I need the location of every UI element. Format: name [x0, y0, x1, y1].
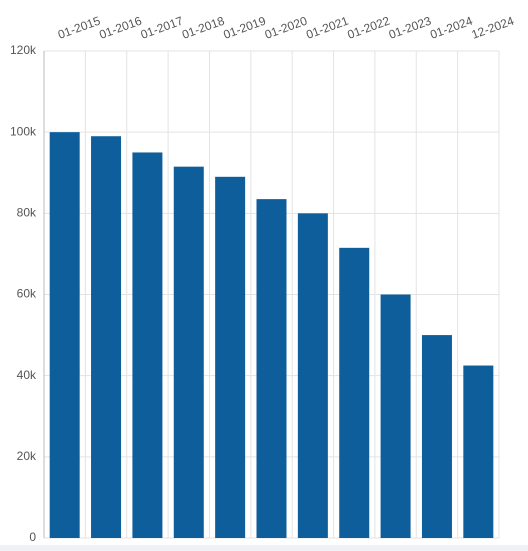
x-tick-label: 01-2022	[346, 13, 392, 41]
y-tick-label: 100k	[10, 124, 37, 138]
bar	[463, 365, 494, 538]
bar	[256, 199, 287, 539]
bar	[380, 294, 411, 538]
y-tick-label: 40k	[17, 368, 37, 382]
x-tick-label: 01-2023	[387, 13, 433, 41]
y-tick-label: 60k	[17, 287, 37, 301]
x-tick-label: 01-2017	[139, 13, 185, 41]
bar	[339, 247, 370, 538]
x-tick-label: 01-2021	[304, 13, 350, 41]
bar	[421, 335, 452, 538]
x-tick-label: 01-2015	[56, 13, 102, 41]
bar	[91, 136, 122, 538]
y-tick-label: 20k	[17, 449, 37, 463]
x-tick-label: 01-2016	[97, 13, 143, 41]
y-tick-label: 80k	[17, 206, 37, 220]
bar	[215, 176, 246, 538]
x-tick-label: 12-2024	[470, 13, 516, 41]
bar	[132, 152, 163, 539]
bottom-strip	[0, 545, 528, 551]
x-tick-label: 01-2019	[221, 13, 267, 41]
x-tick-label: 01-2020	[263, 13, 309, 41]
bar	[173, 166, 204, 538]
y-tick-label: 120k	[10, 43, 37, 57]
x-tick-label: 01-2018	[180, 13, 226, 41]
bar	[297, 213, 328, 539]
bar	[49, 132, 80, 538]
y-tick-label: 0	[29, 530, 36, 544]
x-tick-label: 01-2024	[428, 13, 474, 41]
